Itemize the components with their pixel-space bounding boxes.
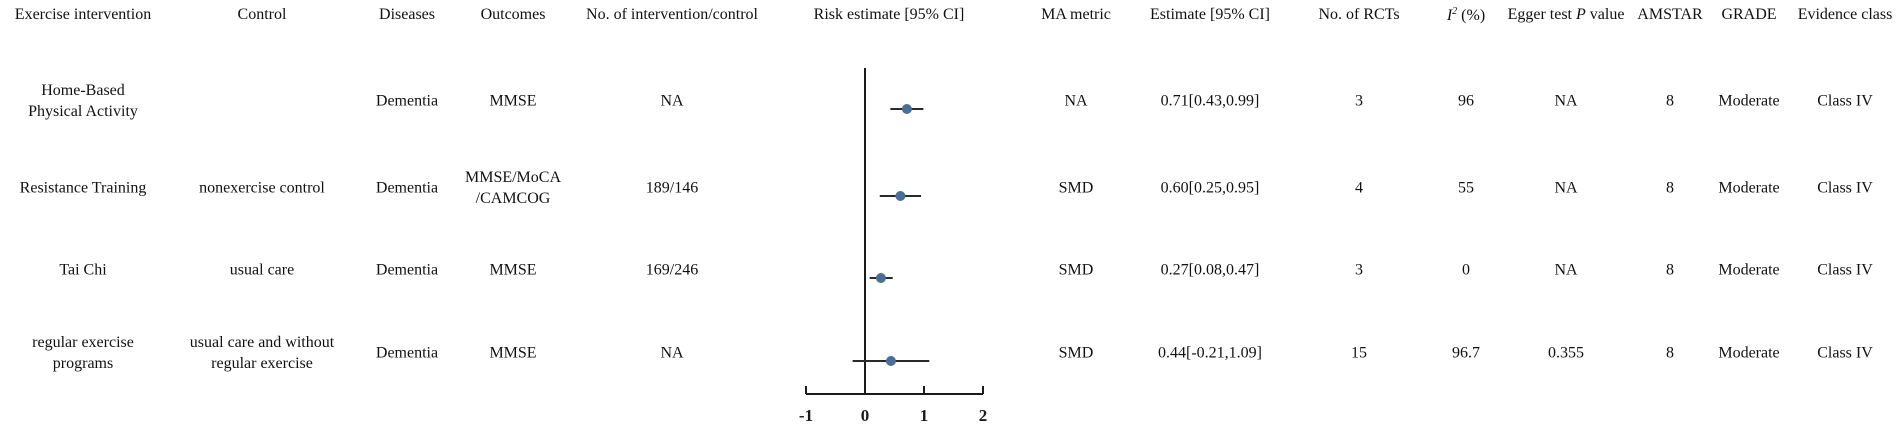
header-egger-pre: Egger test (1507, 6, 1572, 23)
header-control: Control (237, 6, 287, 23)
i2-cell: 96.7 (1452, 344, 1480, 362)
header-i2-unit: (%) (1461, 7, 1486, 24)
control-cell: usual care (230, 260, 294, 281)
grade-cell: Moderate (1718, 92, 1780, 110)
estimate-cell: 0.60[0.25,0.95] (1160, 179, 1260, 197)
outcome-cell: MMSE (489, 343, 536, 364)
control-cell-line: regular exercise (211, 355, 313, 372)
rcts-cell: 3 (1355, 92, 1363, 110)
control-cell-line: nonexercise control (199, 179, 325, 197)
point-estimate (895, 191, 906, 201)
amstar-cell: 8 (1666, 179, 1674, 197)
evidence-cell: Class IV (1817, 344, 1873, 362)
x-tick-label: 2 (979, 406, 988, 425)
control-cell: nonexercise control (199, 178, 325, 199)
disease-cell: Dementia (375, 92, 439, 110)
outcome-cell-line: MMSE (489, 344, 537, 362)
exercise-cell-line: Tai Chi (59, 261, 107, 279)
i2-cell: 0 (1462, 261, 1470, 279)
exercise-cell-line: regular exercise (32, 334, 134, 351)
exercise-cell-line: Home-Based (41, 82, 125, 99)
ma-metric-cell: SMD (1058, 344, 1094, 362)
grade-cell: Moderate (1718, 179, 1780, 197)
outcome-cell: MMSE (489, 260, 536, 281)
point-estimate (875, 273, 886, 283)
header-diseases: Diseases (379, 6, 435, 23)
header-no-of-rcts: No. of RCTs (1318, 6, 1400, 23)
disease-cell: Dementia (375, 179, 439, 197)
header-evidence-class: Evidence class (1797, 6, 1893, 23)
egger-cell: NA (1554, 92, 1578, 110)
exercise-cell: regular exercise programs (32, 332, 134, 374)
i2-cell: 96 (1458, 92, 1474, 110)
header-exercise-intervention: Exercise intervention (14, 6, 152, 23)
x-tick-label: 0 (861, 406, 870, 425)
outcome-cell: MMSE/MoCA/CAMCOG (465, 167, 561, 209)
n-cell: 169/246 (645, 261, 699, 279)
header-ma-metric: MA metric (1041, 6, 1111, 23)
header-outcomes: Outcomes (480, 6, 546, 23)
n-cell: 189/146 (645, 179, 699, 197)
x-tick-label: 1 (920, 406, 929, 425)
evidence-cell: Class IV (1817, 92, 1873, 110)
disease-cell: Dementia (375, 344, 439, 362)
header-egger: Egger test P value (1508, 6, 1625, 24)
exercise-cell: Tai Chi (59, 260, 106, 281)
exercise-cell: Resistance Training (20, 178, 147, 199)
ma-metric-cell: SMD (1058, 261, 1094, 279)
egger-cell: 0.355 (1548, 344, 1584, 362)
rcts-cell: 15 (1351, 344, 1367, 362)
header-egger-post: value (1589, 6, 1625, 23)
amstar-cell: 8 (1666, 344, 1674, 362)
disease-cell: Dementia (375, 261, 439, 279)
ma-metric-cell: SMD (1058, 179, 1094, 197)
outcome-cell-line: MMSE (489, 261, 537, 279)
header-i2: I2 (%) (1447, 6, 1485, 25)
amstar-cell: 8 (1666, 261, 1674, 279)
amstar-cell: 8 (1666, 92, 1674, 110)
rcts-cell: 3 (1355, 261, 1363, 279)
outcome-cell-line: MMSE/MoCA (464, 169, 562, 186)
estimate-cell: 0.44[-0.21,1.09] (1158, 344, 1262, 362)
exercise-cell-line: Resistance Training (19, 179, 147, 197)
outcome-cell: MMSE (489, 91, 536, 112)
header-n-intervention-control: No. of intervention/control (586, 6, 758, 23)
point-estimate (885, 356, 896, 366)
outcome-cell-line: /CAMCOG (475, 190, 551, 207)
exercise-cell-line: Physical Activity (28, 103, 138, 120)
exercise-cell: Home-Based Physical Activity (28, 80, 138, 122)
x-tick-label: -1 (799, 406, 813, 425)
header-estimate: Estimate [95% CI] (1150, 6, 1270, 23)
egger-cell: NA (1554, 261, 1578, 279)
header-i2-symbol: I (1446, 7, 1453, 24)
header-i2-sup: 2 (1452, 6, 1458, 17)
grade-cell: Moderate (1718, 344, 1780, 362)
outcome-cell-line: MMSE (489, 92, 537, 110)
estimate-cell: 0.71[0.43,0.99] (1160, 92, 1260, 110)
rcts-cell: 4 (1355, 179, 1363, 197)
header-risk-estimate: Risk estimate [95% CI] (813, 6, 965, 23)
evidence-cell: Class IV (1817, 261, 1873, 279)
estimate-cell: 0.27[0.08,0.47] (1160, 261, 1260, 279)
header-egger-p: P (1575, 6, 1586, 23)
egger-cell: NA (1554, 179, 1578, 197)
evidence-cell: Class IV (1817, 179, 1873, 197)
control-cell: usual care and without regular exercise (190, 332, 334, 374)
i2-cell: 55 (1458, 179, 1474, 197)
control-cell-line: usual care and without (189, 334, 335, 351)
grade-cell: Moderate (1718, 261, 1780, 279)
header-grade: GRADE (1721, 6, 1777, 23)
n-cell: NA (660, 92, 684, 110)
n-cell: NA (660, 344, 684, 362)
ma-metric-cell: NA (1064, 92, 1088, 110)
control-cell-line: usual care (229, 261, 295, 279)
point-estimate (901, 104, 912, 114)
header-amstar: AMSTAR (1637, 6, 1703, 23)
exercise-cell-line: programs (52, 355, 114, 372)
